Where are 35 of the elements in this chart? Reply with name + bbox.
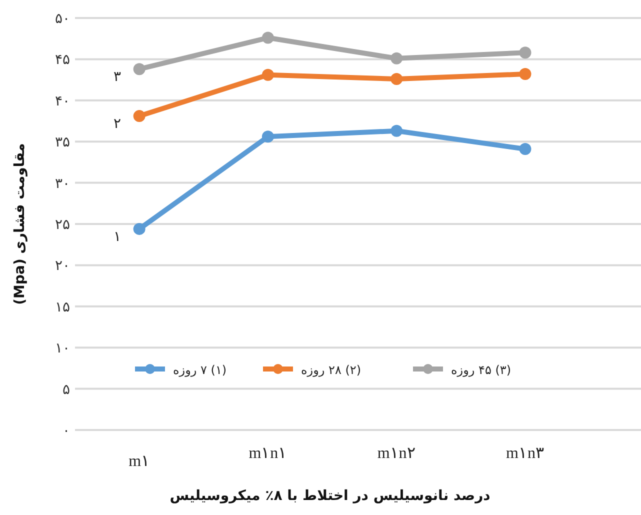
x-tick-label: m۱n۳ [506,445,544,462]
x-tick-label: m۱n۱ [248,445,288,462]
point [262,130,274,143]
annotation: ۱ [114,228,122,245]
point [133,110,146,122]
point [390,124,403,137]
x-tick-label: m۱n۲ [377,445,416,462]
y-axis-title: مقاومت فشاری (Mpa) [12,143,28,305]
y-tick-label: ۴۰ [54,93,70,110]
y-tick-label: ۲۵ [54,217,70,233]
y-tick-label: ۵۰ [54,11,70,27]
legend-label: (۳) ۴۵ روزه [451,363,512,377]
y-tick-label: ۳۵ [54,134,70,151]
point [390,52,403,64]
annotation: ۳ [114,69,122,86]
x-tick-label: m۱ [128,453,150,470]
y-tick-label: ۳۰ [54,176,70,192]
y-tick-label: ۵ [62,382,70,398]
y-tick-label: ۴۵ [54,52,70,68]
y-tick-label: ۱۵ [54,299,70,316]
annotation: ۲ [114,116,122,132]
y-tick-label: ۰ [62,423,70,439]
x-axis-title: درصد نانوسیلیس در اختلاط با ۸٪ میکروسیلیس [170,488,490,504]
point [519,46,532,59]
point [519,68,532,80]
legend-label: (۲) ۲۸ روزه [301,363,362,377]
legend-label: (۱) ۷ روزه [173,363,227,377]
point [390,72,403,85]
y-tick-label: ۱۰ [54,340,70,357]
y-tick-label: ۲۰ [54,258,70,274]
point [133,63,146,76]
point [262,68,274,81]
point [262,32,274,44]
point [519,143,532,156]
point [133,222,146,235]
